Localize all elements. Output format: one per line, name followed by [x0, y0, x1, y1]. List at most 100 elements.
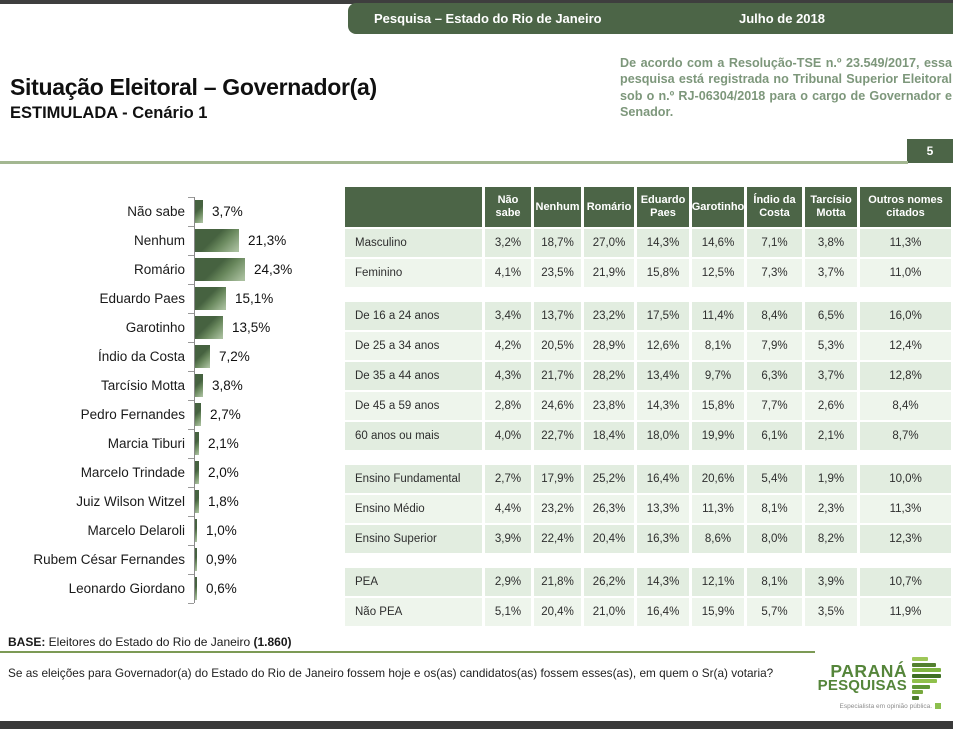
table-cell: 12,5%: [692, 259, 744, 287]
chart-bar: [195, 229, 239, 252]
table-cell: 7,1%: [747, 229, 802, 257]
table-cell: 2,7%: [485, 465, 531, 493]
chart-row: Não sabe 3,7%: [8, 196, 340, 226]
table-cell: 15,8%: [637, 259, 689, 287]
table-row-label: Ensino Fundamental: [345, 465, 482, 493]
chart-category-label: Índio da Costa: [97, 349, 185, 364]
table-cell: 3,9%: [805, 568, 857, 596]
header-title: Pesquisa – Estado do Rio de Janeiro: [374, 11, 602, 26]
table-cell: 5,7%: [747, 598, 802, 626]
chart-category-label: Pedro Fernandes: [80, 407, 185, 422]
logo-icon-bar: [912, 657, 928, 661]
table-row-label: De 45 a 59 anos: [345, 392, 482, 420]
table-cell: 20,4%: [534, 598, 581, 626]
table-cell: 25,2%: [584, 465, 634, 493]
chart-category-label: Nenhum: [133, 233, 185, 248]
table-cell: 16,0%: [860, 302, 951, 330]
table-cell: 4,0%: [485, 422, 531, 450]
table-cell: 16,3%: [637, 525, 689, 553]
table-cell: 18,4%: [584, 422, 634, 450]
chart-bar-cell: 24,3%: [188, 254, 340, 284]
table-header-row: Não sabe Nenhum Romário Eduardo Paes Garotin…: [345, 187, 951, 227]
table-row-label: Não PEA: [345, 598, 482, 626]
chart-bar-cell: 21,3%: [188, 225, 340, 255]
table-cell: 6,1%: [747, 422, 802, 450]
chart-category-label: Não sabe: [127, 204, 185, 219]
table-cell: 2,6%: [805, 392, 857, 420]
table-header-cell: Tarcísio Motta: [805, 187, 857, 227]
table-row-label: 60 anos ou mais: [345, 422, 482, 450]
table-cell: 19,9%: [692, 422, 744, 450]
chart-bar: [195, 258, 245, 281]
chart-bar-cell: 1,0%: [188, 515, 340, 545]
table-row-label: De 16 a 24 anos: [345, 302, 482, 330]
chart-category-label: Garotinho: [125, 320, 185, 335]
table-header-cell: Romário: [584, 187, 634, 227]
chart-row: Eduardo Paes 15,1%: [8, 283, 340, 313]
base-prefix: BASE:: [8, 635, 46, 649]
table-cell: 4,2%: [485, 332, 531, 360]
logo-icon-bar: [912, 695, 919, 700]
chart-bar-cell: 15,1%: [188, 283, 340, 313]
chart-row: Juiz Wilson Witzel 1,8%: [8, 486, 340, 516]
chart-bar-cell: 0,9%: [188, 544, 340, 574]
logo-icon-bar: [912, 668, 941, 672]
base-text: Eleitores do Estado do Rio de Janeiro: [45, 635, 254, 649]
table-cell: 22,7%: [534, 422, 581, 450]
table-header-cell: Nenhum: [534, 187, 581, 227]
table-cell: 3,4%: [485, 302, 531, 330]
chart-value-label: 15,1%: [235, 291, 274, 306]
table-cell: 8,1%: [747, 568, 802, 596]
chart-category-label: Leonardo Giordano: [68, 581, 185, 596]
table-cell: 15,9%: [692, 598, 744, 626]
logo-tagline: Especialista em opinião pública.: [839, 702, 933, 710]
table-cell: 8,4%: [860, 392, 951, 420]
table-cell: 10,7%: [860, 568, 951, 596]
table-cell: 2,9%: [485, 568, 531, 596]
table-cell: 11,3%: [692, 495, 744, 523]
chart-row: Garotinho 13,5%: [8, 312, 340, 342]
chart-category-label: Eduardo Paes: [99, 291, 185, 306]
chart-bar: [195, 519, 197, 542]
table-cell: 18,7%: [534, 229, 581, 257]
chart-bar: [195, 200, 203, 223]
chart-bar: [195, 316, 223, 339]
chart-bar-cell: 2,0%: [188, 457, 340, 487]
parana-pesquisas-logo-icon: [912, 657, 941, 700]
table-cell: 11,0%: [860, 259, 951, 287]
table-cell: 9,7%: [692, 362, 744, 390]
table-cell: 8,6%: [692, 525, 744, 553]
table-cell: 26,3%: [584, 495, 634, 523]
page-number-badge: 5: [907, 139, 953, 163]
survey-question: Se as eleições para Governador(a) do Est…: [8, 666, 774, 680]
chart-value-label: 0,9%: [206, 552, 237, 567]
top-chrome-bar: [0, 0, 953, 4]
logo-icon-bar: [912, 662, 936, 667]
chart-bar: [195, 403, 201, 426]
bar-chart: Não sabe 3,7% Nenhum 21,3% Romário 24,3% Eduar…: [8, 196, 340, 604]
table-cell: 8,1%: [747, 495, 802, 523]
horizontal-rule-base: [0, 651, 815, 653]
table-cell: 21,0%: [584, 598, 634, 626]
chart-value-label: 3,7%: [212, 204, 243, 219]
table-cell: 12,1%: [692, 568, 744, 596]
table-cell: 23,2%: [584, 302, 634, 330]
table-row-label: Masculino: [345, 229, 482, 257]
chart-value-label: 1,0%: [206, 523, 237, 538]
table-cell: 10,0%: [860, 465, 951, 493]
table-cell: 8,7%: [860, 422, 951, 450]
chart-bar: [195, 490, 199, 513]
chart-value-label: 21,3%: [248, 233, 287, 248]
crosstab-table: Não sabe Nenhum Romário Eduardo Paes Garotin…: [345, 187, 951, 626]
table-header-cell: Garotinho: [692, 187, 744, 227]
table-cell: 21,8%: [534, 568, 581, 596]
table-group: Masculino 3,2% 18,7% 27,0% 14,3% 14,6% 7,1% 3,8…: [345, 229, 951, 287]
table-cell: 8,4%: [747, 302, 802, 330]
chart-value-label: 2,1%: [208, 436, 239, 451]
table-cell: 3,7%: [805, 259, 857, 287]
table-cell: 3,8%: [805, 229, 857, 257]
chart-category-label: Juiz Wilson Witzel: [76, 494, 185, 509]
header-date: Julho de 2018: [739, 11, 825, 26]
table-cell: 3,9%: [485, 525, 531, 553]
table-cell: 12,6%: [637, 332, 689, 360]
